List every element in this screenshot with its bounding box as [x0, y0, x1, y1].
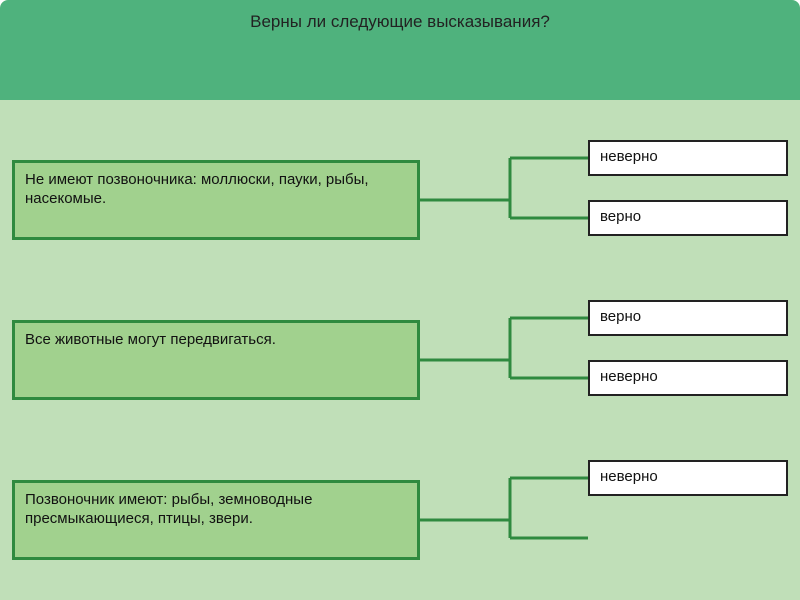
answers-group: неверно верно: [588, 140, 788, 260]
content: Не имеют позвоночника: моллюски, пауки, …: [0, 100, 800, 600]
question-text: Позвоночник имеют: рыбы, земноводные пре…: [25, 491, 312, 527]
quiz-page: Верны ли следующие высказывания? Не имею…: [0, 0, 800, 600]
question-box: Позвоночник имеют: рыбы, земноводные пре…: [12, 480, 420, 560]
question-row-2: Все животные могут передвигаться. верно …: [12, 290, 788, 450]
answer-label: верно: [600, 308, 641, 325]
question-text: Все животные могут передвигаться.: [25, 331, 276, 348]
answer-option[interactable]: верно: [588, 300, 788, 336]
question-box: Не имеют позвоночника: моллюски, пауки, …: [12, 160, 420, 240]
answers-group: верно неверно: [588, 300, 788, 420]
page-title: Верны ли следующие высказывания?: [250, 12, 550, 32]
answer-option[interactable]: неверно: [588, 140, 788, 176]
answer-label: неверно: [600, 468, 658, 485]
connector-lines: [420, 300, 600, 420]
connector-lines: [420, 460, 600, 580]
answers-group: неверно: [588, 460, 788, 520]
answer-label: верно: [600, 208, 641, 225]
header: Верны ли следующие высказывания?: [0, 0, 800, 100]
connector-lines: [420, 140, 600, 260]
answer-label: неверно: [600, 368, 658, 385]
question-text: Не имеют позвоночника: моллюски, пауки, …: [25, 171, 369, 207]
answer-option[interactable]: неверно: [588, 360, 788, 396]
answer-option[interactable]: неверно: [588, 460, 788, 496]
question-row-3: Позвоночник имеют: рыбы, земноводные пре…: [12, 450, 788, 600]
answer-option[interactable]: верно: [588, 200, 788, 236]
question-box: Все животные могут передвигаться.: [12, 320, 420, 400]
answer-label: неверно: [600, 148, 658, 165]
question-row-1: Не имеют позвоночника: моллюски, пауки, …: [12, 130, 788, 290]
